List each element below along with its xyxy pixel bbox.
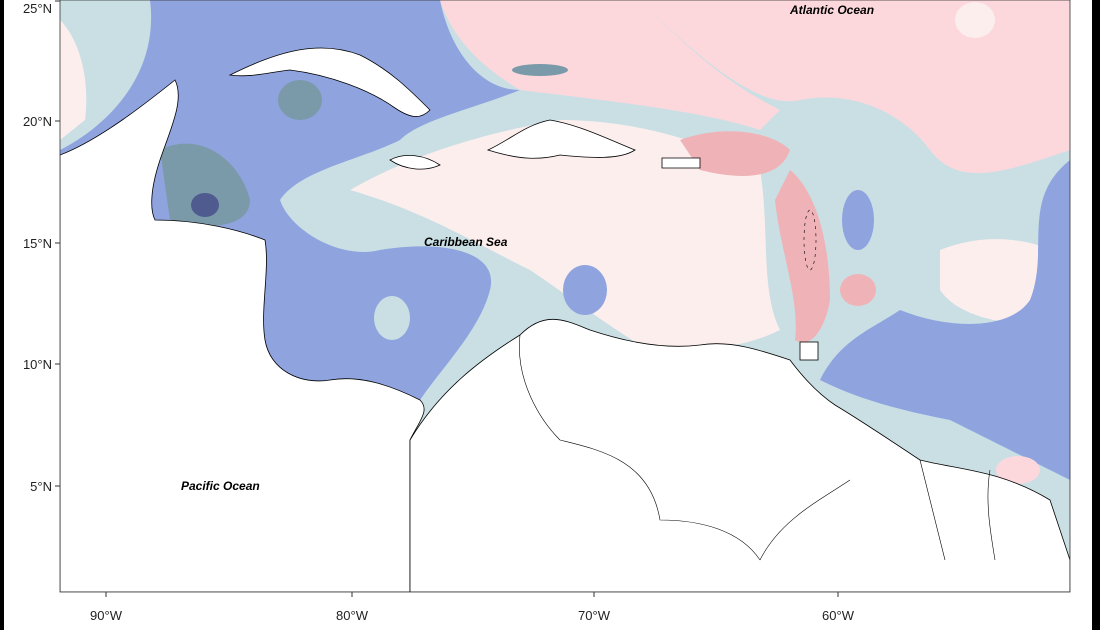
lat-tick-25: 25°N [23, 1, 52, 16]
land-jamaica [389, 155, 441, 170]
lon-tick-marks [105, 592, 839, 597]
right-border [1092, 0, 1100, 630]
lon-tick-80: 80°W [336, 608, 369, 623]
label-atlantic-ocean: Atlantic Ocean [789, 3, 874, 17]
label-caribbean-sea: Caribbean Sea [424, 235, 508, 249]
field-blue-east [820, 160, 1070, 480]
field-dark-strip [512, 64, 568, 76]
lat-tick-5: 5°N [30, 479, 52, 494]
field-blue-blob [563, 265, 607, 315]
left-border [0, 0, 4, 630]
field-pink-blob [840, 274, 876, 306]
field-pink-east [640, 0, 1070, 174]
land-south-america [409, 318, 1070, 592]
field-pale-pink-sea [350, 120, 780, 350]
field-dark-honduras [160, 143, 250, 226]
lon-tick-90: 90°W [90, 608, 123, 623]
field-darkest-blob [191, 193, 219, 217]
lat-tick-10: 10°N [23, 357, 52, 372]
land-yucatan-central-america [60, 79, 425, 592]
map-frame [59, 0, 1071, 593]
field-blue-blob-2 [842, 190, 874, 250]
border-lines [519, 334, 996, 561]
field-pale-blob [955, 2, 995, 38]
land-puerto-rico [661, 157, 701, 169]
lat-axis: 25°N 20°N 15°N 10°N 5°N [23, 0, 60, 494]
field-pink-antilles [775, 170, 830, 343]
land-trinidad [799, 341, 819, 361]
field-pink-pr [680, 131, 790, 176]
lat-tick-20: 20°N [23, 114, 52, 129]
lon-tick-60: 60°W [822, 608, 855, 623]
lon-tick-70: 70°W [578, 608, 611, 623]
lon-axis: 90°W 80°W 70°W 60°W [90, 592, 855, 623]
land-lesser-antilles [803, 209, 817, 271]
land-cuba [228, 47, 431, 117]
land-hispaniola [486, 119, 636, 159]
label-pacific-ocean: Pacific Ocean [181, 479, 260, 493]
field-pink-blob-2 [996, 456, 1040, 484]
lat-tick-15: 15°N [23, 236, 52, 251]
field-pale-pink-west [60, 20, 87, 140]
field-pink-north [440, 0, 780, 130]
field-dark-cuba [278, 80, 322, 120]
lat-tick-marks [55, 0, 60, 487]
field-light-blob [374, 296, 410, 340]
